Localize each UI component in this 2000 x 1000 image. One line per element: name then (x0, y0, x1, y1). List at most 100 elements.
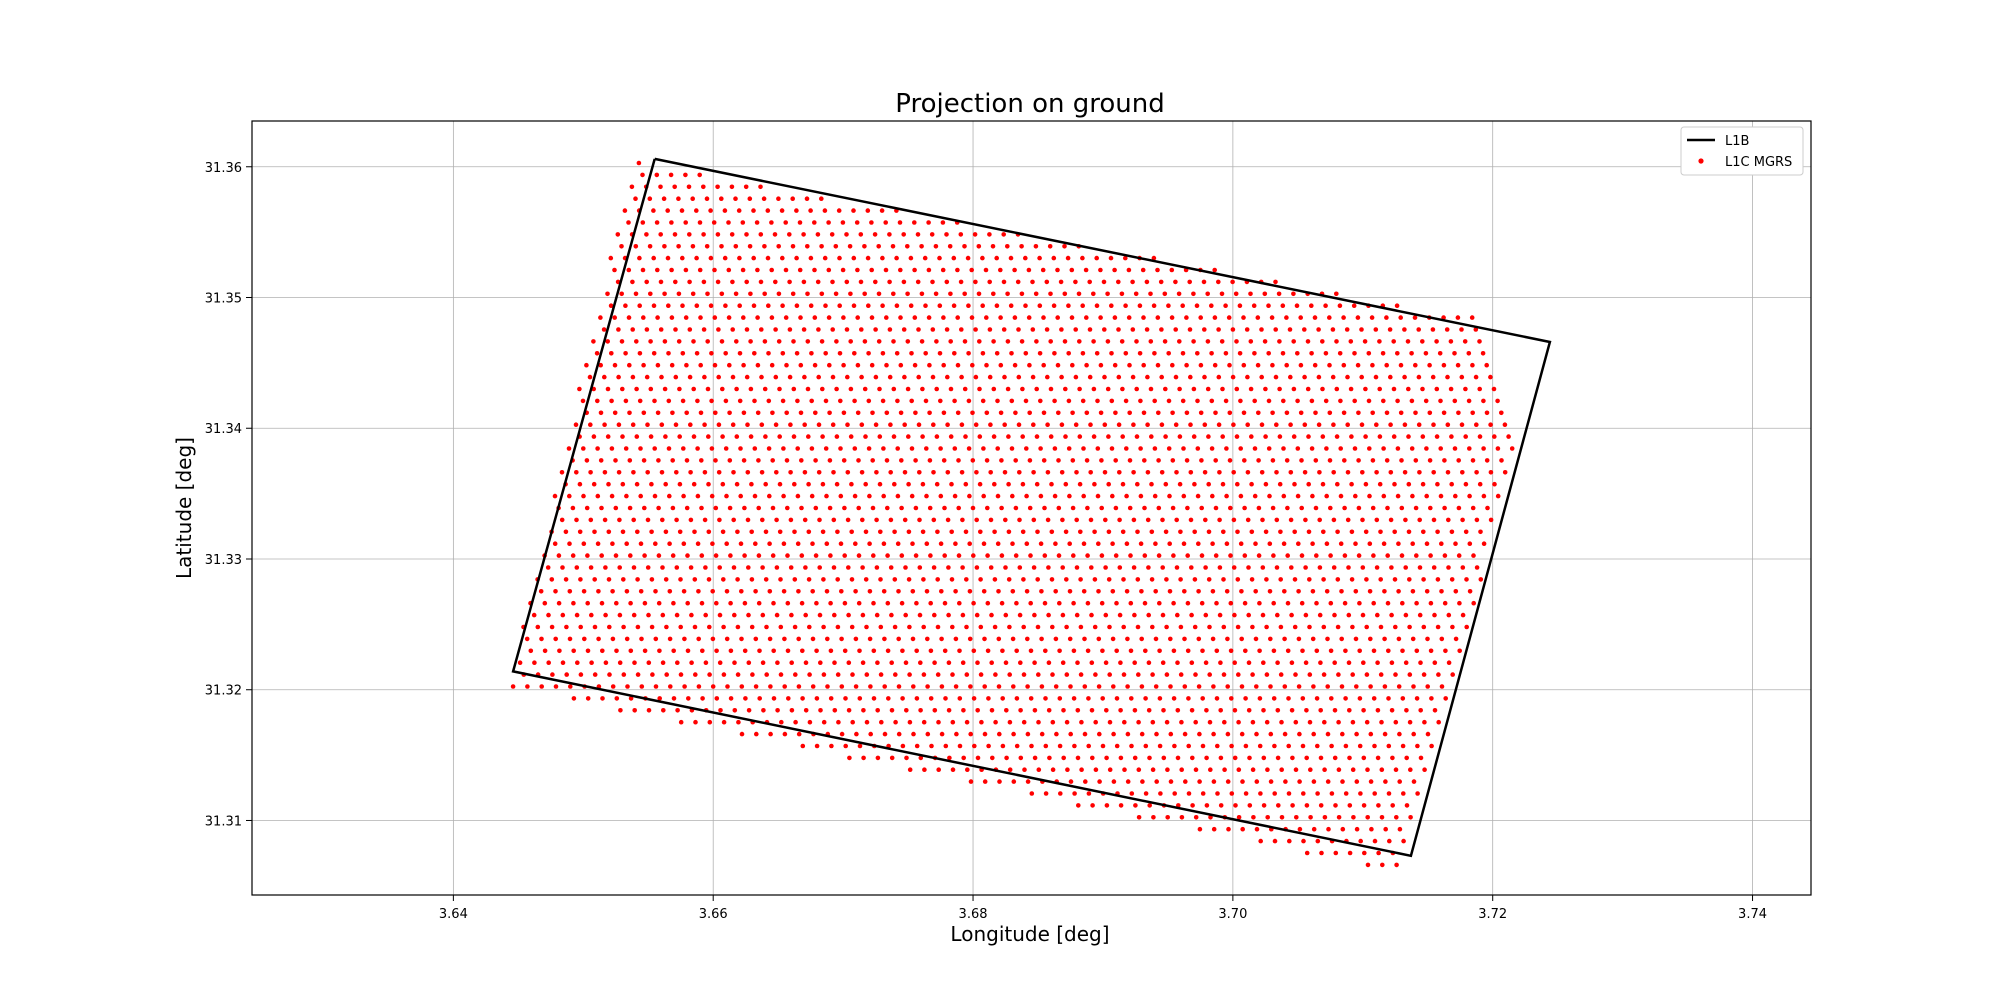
scatter-point (780, 303, 785, 309)
scatter-point (998, 267, 1003, 273)
scatter-point (1351, 815, 1356, 820)
scatter-point (542, 648, 548, 654)
scatter-point (891, 291, 896, 297)
scatter-point (898, 315, 903, 320)
scatter-point (937, 303, 943, 309)
scatter-point (641, 410, 647, 416)
scatter-point (907, 767, 913, 772)
scatter-point (905, 244, 910, 249)
scatter-point (1381, 446, 1386, 451)
scatter-point (1442, 505, 1447, 511)
scatter-point (1166, 446, 1172, 451)
scatter-point (1050, 767, 1056, 772)
scatter-point (1421, 529, 1426, 535)
scatter-point (881, 493, 886, 499)
scatter-point (912, 315, 918, 320)
scatter-point (755, 315, 760, 320)
scatter-point (612, 410, 618, 416)
scatter-point (1100, 696, 1105, 701)
scatter-point (1150, 624, 1155, 630)
scatter-point (1403, 517, 1408, 523)
scatter-point (1184, 458, 1190, 463)
scatter-point (1167, 589, 1173, 594)
scatter-point (1460, 565, 1466, 570)
scatter-point (1254, 684, 1259, 689)
scatter-point (752, 446, 758, 451)
scatter-point (950, 672, 955, 677)
scatter-point (1161, 708, 1166, 713)
scatter-point (959, 374, 964, 380)
scatter-point (1443, 648, 1448, 654)
scatter-point (1154, 731, 1159, 737)
scatter-point (1418, 660, 1423, 665)
scatter-point (1056, 410, 1061, 416)
scatter-point (617, 612, 623, 618)
scatter-point (1188, 374, 1193, 380)
scatter-point (1271, 553, 1276, 558)
scatter-point (630, 422, 636, 428)
scatter-point (1048, 339, 1053, 344)
scatter-point (695, 446, 700, 451)
scatter-point (980, 351, 986, 356)
scatter-point (1337, 303, 1343, 309)
scatter-point (1403, 565, 1408, 570)
scatter-point (795, 398, 800, 404)
scatter-point (957, 648, 962, 654)
scatter-point (1045, 374, 1050, 380)
scatter-point (1442, 553, 1448, 558)
scatter-point (824, 541, 830, 546)
scatter-point (1394, 303, 1400, 309)
scatter-point (684, 362, 689, 368)
scatter-point (992, 577, 998, 582)
scatter-point (1160, 612, 1166, 618)
scatter-point (974, 470, 979, 475)
scatter-point (758, 279, 764, 285)
scatter-point (749, 577, 755, 582)
scatter-point (681, 541, 687, 546)
scatter-point (1051, 255, 1057, 261)
x-tick-label: 3.68 (959, 907, 988, 922)
scatter-point (568, 684, 573, 689)
scatter-point (785, 600, 791, 606)
scatter-point (1211, 731, 1216, 737)
scatter-point (696, 684, 702, 689)
scatter-point (669, 220, 674, 225)
scatter-point (1048, 434, 1054, 439)
scatter-point (941, 362, 946, 368)
scatter-point (735, 672, 741, 677)
scatter-point (658, 279, 664, 285)
scatter-point (723, 351, 728, 356)
scatter-point (741, 315, 746, 320)
scatter-point (1278, 624, 1284, 630)
scatter-point (988, 470, 993, 475)
scatter-point (820, 386, 825, 392)
scatter-point (1142, 553, 1148, 558)
scatter-point (813, 505, 819, 511)
scatter-point (652, 446, 657, 451)
scatter-point (693, 672, 698, 677)
scatter-point (763, 481, 768, 487)
legend-label-l1c: L1C MGRS (1725, 155, 1792, 170)
scatter-point (965, 767, 970, 772)
scatter-point (695, 398, 700, 404)
scatter-point (1010, 589, 1016, 594)
scatter-point (1085, 553, 1090, 558)
scatter-point (1236, 767, 1242, 772)
scatter-point (1471, 553, 1476, 558)
scatter-point (1418, 708, 1423, 713)
scatter-point (734, 386, 739, 392)
scatter-point (983, 267, 989, 273)
scatter-point (1310, 589, 1316, 594)
scatter-point (552, 541, 558, 546)
scatter-point (852, 351, 857, 356)
scatter-point (681, 589, 687, 594)
scatter-point (707, 719, 713, 725)
scatter-point (939, 636, 944, 642)
scatter-point (721, 577, 726, 582)
scatter-point (896, 636, 901, 642)
scatter-point (610, 541, 615, 546)
scatter-point (785, 553, 790, 558)
scatter-point (560, 612, 566, 618)
scatter-point (898, 267, 903, 273)
scatter-point (687, 232, 692, 237)
